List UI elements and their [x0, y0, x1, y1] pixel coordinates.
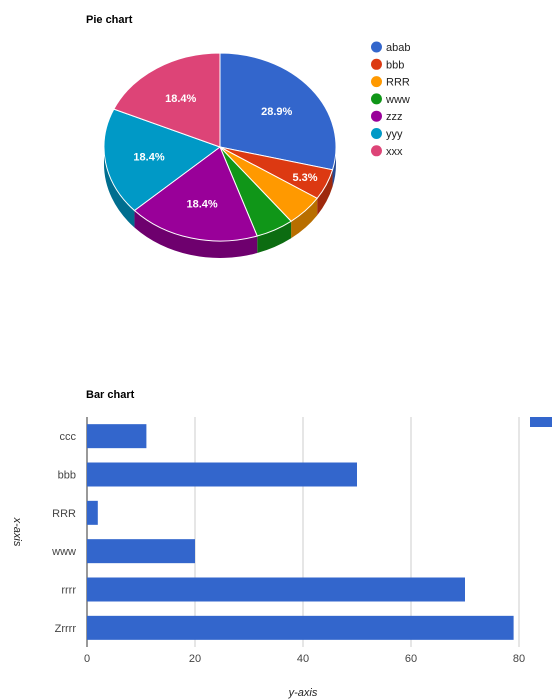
legend-marker-bbb	[371, 59, 382, 70]
legend-marker-yyy	[371, 128, 382, 139]
bar-www[interactable]	[87, 539, 195, 563]
category-label-Zrrrr: Zrrrr	[55, 623, 77, 635]
pie-slice-label-zzz: 18.4%	[187, 198, 218, 210]
legend-label-www: www	[385, 94, 410, 106]
bar-grid	[87, 417, 519, 647]
legend-marker-RRR	[371, 76, 382, 87]
legend-label-yyy: yyy	[386, 129, 403, 141]
bar-chart: Bar chart ccc bbb RRR www rrrr Zrrrr 0 20 40 60 8…	[11, 389, 552, 699]
bar-bars	[87, 424, 514, 640]
category-label-ccc: ccc	[60, 431, 77, 443]
category-label-rrrr: rrrr	[61, 585, 76, 597]
bar-Zrrrr[interactable]	[87, 616, 514, 640]
tick-label-20: 20	[189, 653, 201, 665]
tick-label-60: 60	[405, 653, 417, 665]
pie-slice-label-yyy: 18.4%	[133, 151, 164, 163]
legend-marker-xxx	[371, 145, 382, 156]
pie-slice-label-bbb: 5.3%	[293, 172, 318, 184]
legend-marker-zzz	[371, 111, 382, 122]
pie-slices	[104, 53, 336, 241]
pie-legend: abab bbb RRR www zzz yyy xxx	[371, 42, 410, 158]
bar-category-labels: ccc bbb RRR www rrrr Zrrrr	[51, 431, 76, 635]
bar-RRR[interactable]	[87, 501, 98, 525]
legend-label-RRR: RRR	[386, 77, 410, 89]
tick-label-0: 0	[84, 653, 90, 665]
tick-label-80: 80	[513, 653, 525, 665]
pie-chart-title: Pie chart	[86, 14, 133, 26]
legend-label-abab: abab	[386, 42, 410, 54]
bar-tick-labels: 0 20 40 60 80	[84, 653, 525, 665]
bar-ccc[interactable]	[87, 424, 146, 448]
bar-rrrr[interactable]	[87, 578, 465, 602]
legend-label-bbb: bbb	[386, 59, 404, 71]
legend-label-xxx: xxx	[386, 146, 403, 158]
pie-slice-label-abab: 28.9%	[261, 106, 292, 118]
legend-marker-abab	[371, 42, 382, 53]
bar-chart-title: Bar chart	[86, 389, 135, 401]
category-label-bbb: bbb	[58, 470, 76, 482]
legend-label-zzz: zzz	[386, 111, 403, 123]
legend-marker-www	[371, 93, 382, 104]
category-label-www: www	[51, 546, 76, 558]
y-axis-title: x-axis	[11, 517, 23, 547]
pie-slice-label-xxx: 18.4%	[165, 93, 196, 105]
category-label-RRR: RRR	[52, 508, 76, 520]
tick-label-40: 40	[297, 653, 309, 665]
x-axis-title: y-axis	[288, 687, 318, 699]
bar-bbb[interactable]	[87, 463, 357, 487]
bar-legend-swatch	[530, 417, 552, 427]
pie-chart: Pie chart 28.9% 5.3% 18.4% 18.4% 18.4% abab b…	[86, 14, 410, 258]
